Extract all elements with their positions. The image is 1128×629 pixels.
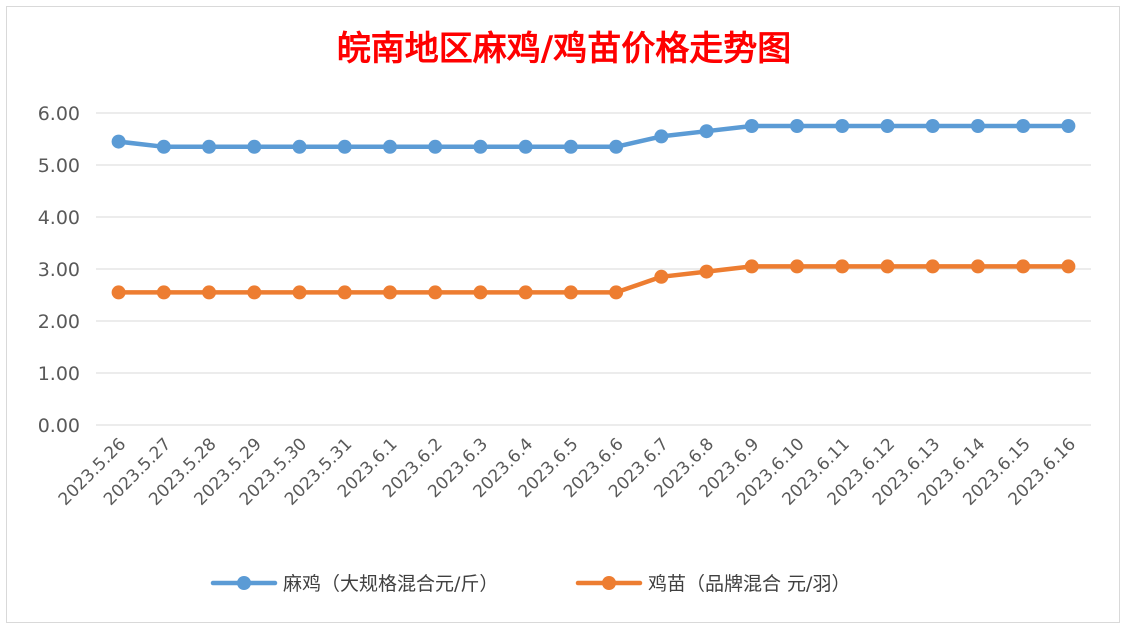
data-point [563, 139, 578, 154]
chart-title: 皖南地区麻鸡/鸡苗价格走势图 [337, 29, 791, 69]
data-point [247, 139, 262, 154]
data-point [970, 259, 985, 274]
data-point [202, 139, 217, 154]
data-point [473, 139, 488, 154]
legend: 麻鸡（大规格混合元/斤） 鸡苗（品牌混合 元/羽） [210, 573, 850, 595]
data-point [1061, 119, 1076, 133]
data-point [156, 139, 171, 154]
y-tick-label: 6.00 [38, 103, 80, 125]
data-point [790, 259, 805, 274]
series-1 [111, 119, 1076, 154]
data-point [111, 134, 126, 149]
series-line [116, 264, 1071, 295]
data-point [1016, 119, 1031, 133]
data-point [654, 269, 669, 284]
y-tick-label: 5.00 [38, 155, 80, 177]
data-point [428, 139, 443, 154]
data-point [790, 119, 805, 133]
data-point [292, 139, 307, 154]
legend-marker-icon [602, 576, 616, 590]
data-point [337, 285, 352, 300]
data-point [518, 285, 533, 300]
data-point [925, 259, 940, 274]
data-point [880, 259, 895, 274]
legend-item: 麻鸡（大规格混合元/斤） [210, 573, 498, 595]
series-layer [111, 119, 1076, 300]
data-point [880, 119, 895, 133]
data-point [744, 259, 759, 274]
data-point [428, 285, 443, 300]
data-point [156, 285, 171, 300]
data-point [970, 119, 985, 133]
data-point [699, 124, 714, 139]
data-point [563, 285, 578, 300]
data-point [473, 285, 488, 300]
y-tick-label: 4.00 [38, 207, 80, 229]
data-point [337, 139, 352, 154]
data-point [744, 119, 759, 133]
series-2 [111, 259, 1076, 300]
grid-layer [96, 112, 1091, 426]
data-point [699, 264, 714, 279]
y-tick-label: 3.00 [38, 259, 80, 281]
data-point [609, 285, 624, 300]
data-point [1061, 259, 1076, 274]
data-point [202, 285, 217, 300]
series-line [116, 123, 1071, 150]
data-point [925, 119, 940, 133]
data-point [382, 285, 397, 300]
data-point [1016, 259, 1031, 274]
legend-item: 鸡苗（品牌混合 元/羽） [575, 573, 850, 595]
x-axis-ticks: 2023.5.262023.5.272023.5.282023.5.292023… [55, 434, 1080, 509]
y-tick-label: 1.00 [38, 363, 80, 385]
data-point [247, 285, 262, 300]
y-axis-ticks: 0.00 1.00 2.00 3.00 4.00 5.00 6.00 [38, 103, 80, 437]
data-point [382, 139, 397, 154]
legend-marker-icon [237, 576, 251, 590]
data-point [835, 259, 850, 274]
data-point [835, 119, 850, 133]
data-point [518, 139, 533, 154]
y-tick-label: 0.00 [38, 415, 80, 437]
y-tick-label: 2.00 [38, 311, 80, 333]
data-point [111, 285, 126, 300]
legend-label: 麻鸡（大规格混合元/斤） [283, 573, 498, 595]
data-point [654, 129, 669, 144]
data-point [292, 285, 307, 300]
chart-frame [6, 6, 1120, 623]
data-point [609, 139, 624, 154]
legend-label: 鸡苗（品牌混合 元/羽） [648, 573, 850, 595]
